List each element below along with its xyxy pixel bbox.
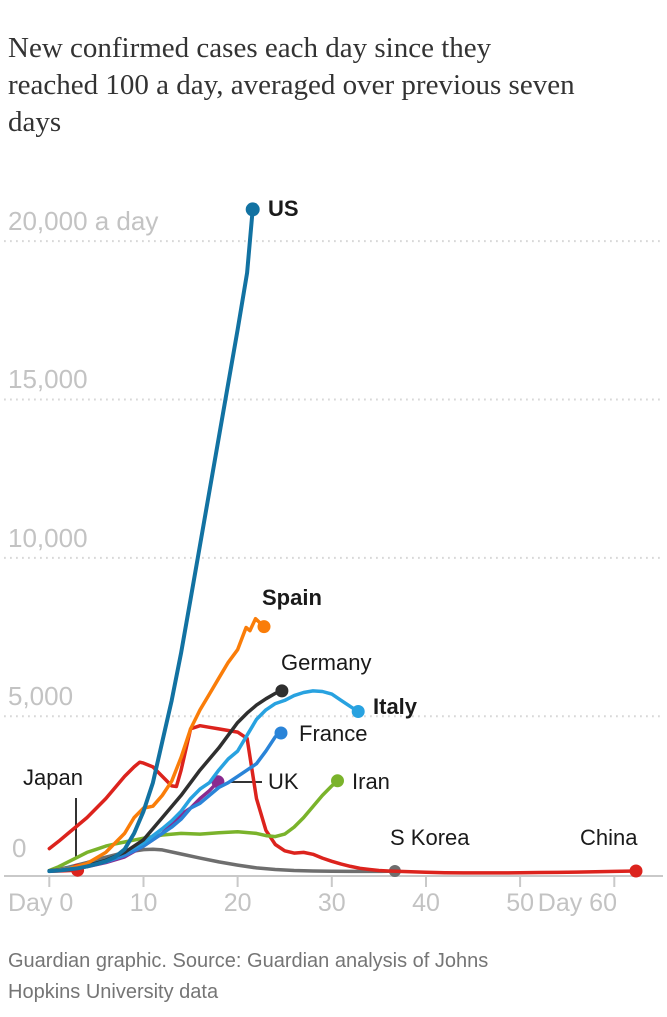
iran-line — [47, 779, 340, 873]
france-endpoint-dot — [274, 726, 288, 740]
chart-title: New confirmed cases each day since they … — [8, 32, 575, 138]
italy-line — [47, 689, 360, 873]
us-endpoint-dot — [245, 202, 260, 217]
source-credit: Guardian graphic. Source: Guardian analy… — [8, 950, 489, 1003]
spain-line — [47, 616, 266, 873]
iran-endpoint-dot — [331, 774, 344, 788]
germany-endpoint-dot — [275, 684, 289, 698]
us-line — [47, 207, 255, 874]
italy-endpoint-dot — [351, 705, 365, 718]
china-endpoint-dot — [629, 864, 643, 878]
spain-endpoint-dot — [257, 620, 271, 634]
skorea-line — [47, 847, 397, 874]
